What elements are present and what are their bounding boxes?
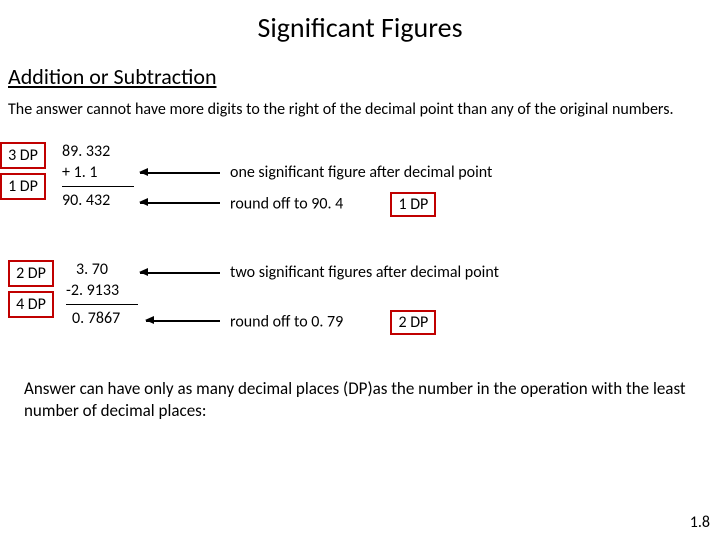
- ex2-annot-prefix: round off to: [230, 312, 311, 331]
- dp-box-1dp: 1 DP: [0, 173, 46, 200]
- summary-text: Answer can have only as many decimal pla…: [24, 378, 696, 422]
- page-number: 1.8: [690, 513, 710, 532]
- dp-labels-ex1: 3 DP 1 DP: [0, 142, 46, 204]
- dp-box-result-1dp: 1 DP: [390, 192, 436, 217]
- calc-ex2: 3. 70 -2. 9133 0. 7867: [66, 260, 138, 329]
- dp-box-result-2dp: 2 DP: [390, 310, 436, 335]
- calc-ex1: 89. 332 + 1. 1 90. 432: [62, 142, 134, 211]
- ex1-annot-prefix: round off to: [230, 194, 311, 213]
- ex1-result: 90. 432: [62, 191, 134, 212]
- ex2-annot-value: 0. 79: [311, 312, 343, 331]
- ex1-line1: 89. 332: [62, 142, 134, 163]
- arrow-icon: [140, 272, 220, 274]
- dp-box-4dp: 4 DP: [8, 291, 54, 318]
- example-2: 2 DP 4 DP 3. 70 -2. 9133 0. 7867 two sig…: [0, 260, 720, 370]
- page-title: Significant Figures: [0, 0, 720, 45]
- example-1: 3 DP 1 DP 89. 332 + 1. 1 90. 432 one sig…: [0, 142, 720, 252]
- ex1-annot-result: round off to 90. 4 1 DP: [230, 192, 436, 217]
- ex1-annot-line2: one significant figure after decimal poi…: [230, 163, 492, 182]
- dp-box-2dp: 2 DP: [8, 260, 54, 287]
- ex2-annot-result: round off to 0. 79 2 DP: [230, 310, 436, 335]
- ex1-line2: + 1. 1: [62, 163, 134, 187]
- ex2-line2: -2. 9133: [66, 281, 138, 305]
- arrow-icon: [140, 172, 220, 174]
- arrow-icon: [146, 320, 220, 322]
- ex1-annot-value: 90. 4: [311, 194, 343, 213]
- section-subtitle: Addition or Subtraction: [8, 63, 720, 90]
- arrow-icon: [140, 202, 220, 204]
- rule-text: The answer cannot have more digits to th…: [8, 100, 720, 120]
- dp-box-3dp: 3 DP: [0, 142, 46, 169]
- dp-labels-ex2: 2 DP 4 DP: [8, 260, 54, 322]
- ex2-line1: 3. 70: [66, 260, 138, 281]
- ex2-result: 0. 7867: [66, 309, 138, 330]
- ex2-annot-line2: two significant figures after decimal po…: [230, 263, 499, 282]
